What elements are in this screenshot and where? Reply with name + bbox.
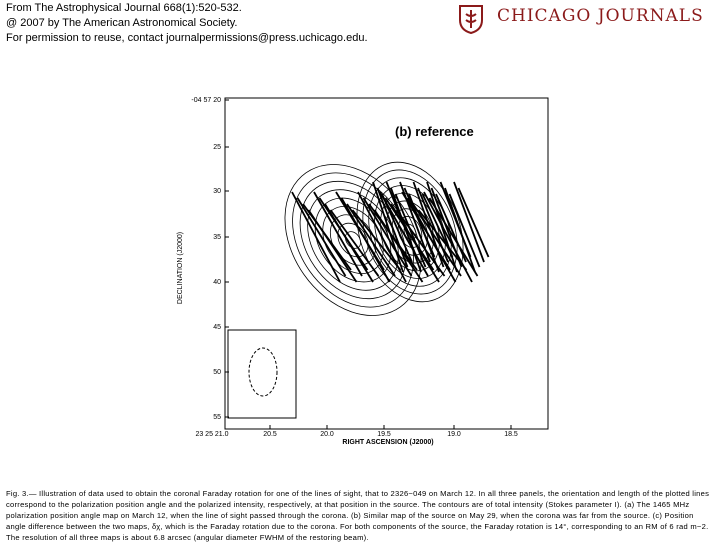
polarization-vector xyxy=(430,187,463,268)
polarization-vector xyxy=(426,181,458,273)
logo-shield xyxy=(459,5,483,34)
plot-frame xyxy=(224,97,549,430)
x-tick-label: 19.5 xyxy=(377,431,391,438)
contour xyxy=(362,169,458,295)
y-tick-label: 50 xyxy=(213,369,221,376)
polarization-vector xyxy=(340,197,391,283)
polarization-vector xyxy=(373,209,424,283)
polarization-vector xyxy=(412,181,445,268)
beam xyxy=(248,347,278,397)
polarization-vector xyxy=(423,191,473,283)
caption: Fig. 3.— Illustration of data used to ob… xyxy=(6,489,710,542)
contour xyxy=(356,161,464,303)
y-tick-label: 40 xyxy=(213,279,221,286)
polarization-vector xyxy=(346,203,396,277)
polarization-vector xyxy=(291,191,341,283)
polarization-vector xyxy=(444,187,476,273)
polarization-vector xyxy=(372,181,404,273)
y-tick-label: 55 xyxy=(213,414,221,421)
polarization-vector xyxy=(324,203,374,283)
polarization-vector xyxy=(329,209,380,277)
polarization-vector xyxy=(307,209,358,283)
x-tick-label: 18.5 xyxy=(504,431,518,438)
polarization-vector xyxy=(313,191,363,277)
x-tick-label: 19.0 xyxy=(447,431,461,438)
polarization-vector xyxy=(362,197,413,277)
polarization-vector xyxy=(412,203,462,277)
polarization-vector xyxy=(448,193,481,268)
contour xyxy=(284,164,422,316)
x-tick-label: 20.0 xyxy=(320,431,334,438)
panel-label: (b) reference xyxy=(395,124,474,139)
polarization-vector xyxy=(421,193,454,258)
polarization-vector xyxy=(296,197,347,277)
polarization-vector xyxy=(453,181,485,263)
polarization-vector xyxy=(417,187,449,263)
polarization-vector xyxy=(376,187,409,268)
header: From The Astrophysical Journal 668(1):52… xyxy=(6,1,368,46)
polarization-vector xyxy=(351,209,402,271)
polarization-vector xyxy=(399,181,431,263)
polarization-vector xyxy=(381,193,413,263)
y-tick-label: 25 xyxy=(213,144,221,151)
y-tick-label: 30 xyxy=(213,188,221,195)
polarization-vector xyxy=(457,187,490,258)
contour xyxy=(307,189,399,291)
y-axis-label: DECLINATION (J2000) xyxy=(177,232,184,304)
permission-line: For permission to reuse, contact journal… xyxy=(6,32,368,44)
polarization-vector xyxy=(394,193,427,268)
polarization-vector xyxy=(435,193,467,263)
x-tick-label: 20.5 xyxy=(263,431,277,438)
x-tick-label: 23 25 21.0 xyxy=(195,431,228,438)
y-tick-label: 45 xyxy=(213,324,221,331)
polarization-vector xyxy=(390,187,422,273)
figure: (b) reference DECLINATION (J2000) RIGHT … xyxy=(170,92,552,450)
beam-box xyxy=(227,329,297,419)
y-tick-label: 35 xyxy=(213,234,221,241)
logo-text: CHICAGO JOURNALS xyxy=(497,6,704,26)
y-tick-label: -04 57 20 xyxy=(191,97,221,104)
source-line: From The Astrophysical Journal 668(1):52… xyxy=(6,2,242,14)
copyright-line: @ 2007 by The American Astronomical Soci… xyxy=(6,17,238,29)
x-axis-label: RIGHT ASCENSION (J2000) xyxy=(342,439,433,446)
polarization-vector xyxy=(357,191,407,283)
polarization-vector xyxy=(408,193,440,273)
